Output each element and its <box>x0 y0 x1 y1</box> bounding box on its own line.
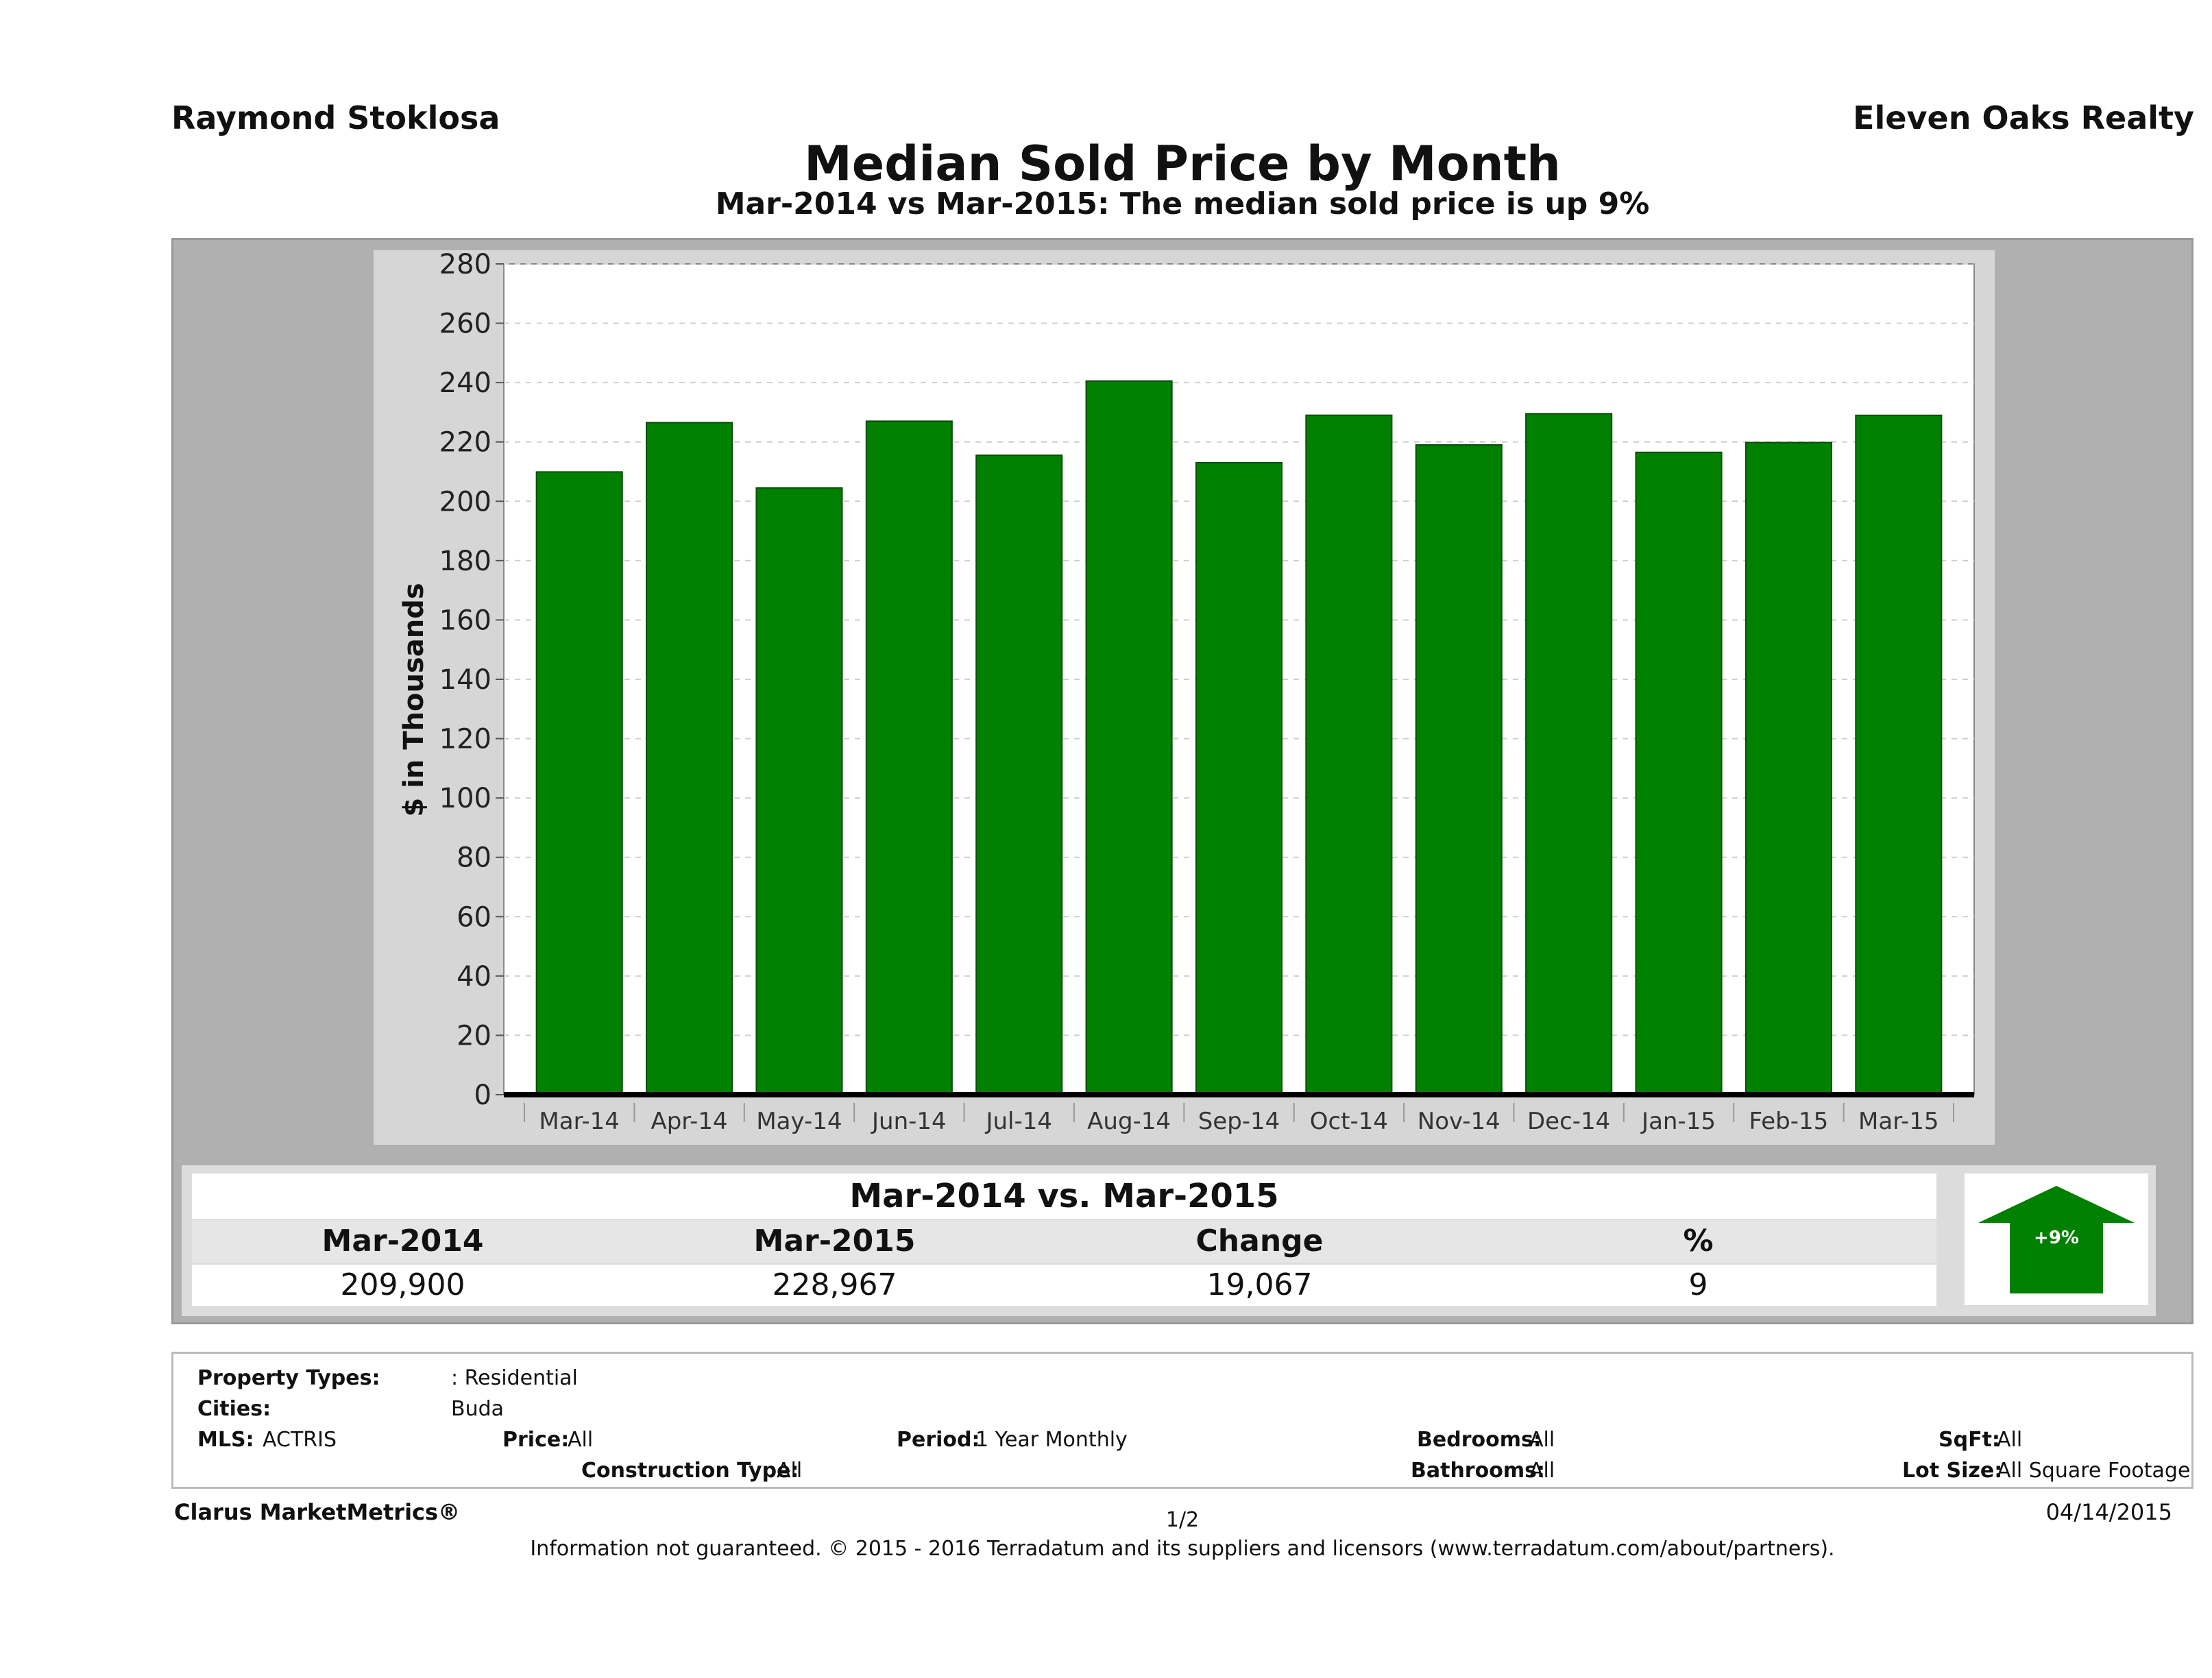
x-tick-label: Jul-14 <box>984 1108 1052 1135</box>
page-number: 1/2 <box>1165 1508 1200 1532</box>
x-tick-label: Sep-14 <box>1198 1108 1280 1135</box>
bar-may-14 <box>755 487 843 1095</box>
summary-column-headers: Mar-2014 Mar-2015 Change % <box>192 1220 1936 1263</box>
y-tick-label: 260 <box>439 308 491 340</box>
construction-type-label: Construction Type: <box>581 1459 799 1483</box>
y-tick-label: 280 <box>439 250 491 280</box>
y-tick-label: 60 <box>457 901 491 933</box>
price-label: Price: <box>502 1428 570 1452</box>
y-tick-label: 20 <box>457 1020 491 1051</box>
lot-size-label: Lot Size: <box>1902 1459 2003 1483</box>
y-tick-label: 80 <box>457 842 491 874</box>
x-tick-label: Nov-14 <box>1418 1108 1500 1135</box>
mls-label: MLS: <box>197 1428 254 1452</box>
page-subtitle: Mar-2014 vs Mar-2015: The median sold pr… <box>715 186 1650 221</box>
x-tick-label: Dec-14 <box>1527 1108 1610 1135</box>
bar-aug-14 <box>1085 380 1173 1096</box>
disclaimer: Information not guaranteed. © 2015 - 201… <box>530 1537 1835 1561</box>
footer-brand: Clarus MarketMetrics® <box>174 1499 461 1525</box>
bathrooms-label: Bathrooms: <box>1411 1459 1545 1483</box>
bar-dec-14 <box>1525 413 1613 1096</box>
y-tick-label: 240 <box>439 367 491 399</box>
up-arrow-icon <box>1978 1186 2135 1293</box>
bar-jan-15 <box>1635 451 1723 1096</box>
y-tick-label: 120 <box>439 724 491 755</box>
y-tick-label: 0 <box>474 1080 491 1111</box>
y-tick-label: 160 <box>439 605 491 636</box>
bar-mar-14 <box>535 471 623 1095</box>
price-value: All <box>568 1428 594 1452</box>
bar-jun-14 <box>865 420 953 1095</box>
x-tick-label: Mar-14 <box>539 1108 620 1135</box>
sqft-value: All <box>1997 1428 2023 1452</box>
brokerage-name: Eleven Oaks Realty <box>1853 99 2194 136</box>
bar-mar-15 <box>1855 414 1943 1096</box>
change-indicator-label: +9% <box>2034 1228 2079 1248</box>
lot-size-value: All Square Footage <box>1997 1459 2191 1483</box>
x-tick-label: Apr-14 <box>651 1108 727 1135</box>
x-tick-label: May-14 <box>756 1108 842 1135</box>
summary-col-change: Change <box>1195 1224 1324 1258</box>
filter-criteria: Property Types: : Residential Cities: Bu… <box>171 1352 2193 1489</box>
y-tick-label: 40 <box>457 961 491 993</box>
summary-header: Mar-2014 vs. Mar-2015 <box>192 1174 1936 1219</box>
bedrooms-value: All <box>1529 1428 1555 1452</box>
sqft-label: SqFt: <box>1938 1428 2000 1452</box>
bar-apr-14 <box>646 422 733 1096</box>
x-tick-label: Jan-15 <box>1640 1108 1716 1135</box>
summary-values: 209,900 228,967 19,067 9 <box>192 1265 1936 1306</box>
x-tick-label: Aug-14 <box>1087 1108 1171 1135</box>
report-date: 04/14/2015 <box>2045 1499 2172 1525</box>
bedrooms-label: Bedrooms: <box>1417 1428 1542 1452</box>
construction-type-value: All <box>777 1459 803 1483</box>
property-types-label: Property Types: <box>197 1366 380 1390</box>
summary-col-end: Mar-2015 <box>753 1224 916 1258</box>
y-tick-label: 100 <box>439 783 491 814</box>
bathrooms-value: All <box>1529 1459 1555 1483</box>
y-axis-label: $ in Thousands <box>398 583 430 816</box>
agent-name: Raymond Stoklosa <box>171 99 500 136</box>
x-tick-label: Feb-15 <box>1749 1108 1829 1135</box>
mls-value: ACTRIS <box>263 1428 337 1452</box>
summary-col-start: Mar-2014 <box>321 1224 484 1258</box>
period-label: Period: <box>897 1428 980 1452</box>
x-tick-label: Mar-15 <box>1858 1108 1939 1135</box>
bar-oct-14 <box>1305 414 1393 1095</box>
x-tick-label: Oct-14 <box>1310 1108 1388 1135</box>
y-tick-label: 220 <box>439 427 491 459</box>
y-tick-label: 200 <box>439 486 491 518</box>
bar-nov-14 <box>1415 444 1503 1095</box>
cities-label: Cities: <box>197 1397 271 1421</box>
y-tick-label: 140 <box>439 664 491 696</box>
page-title: Median Sold Price by Month <box>804 136 1561 192</box>
bar-jul-14 <box>975 454 1063 1095</box>
property-types-value: : Residential <box>451 1366 578 1390</box>
median-price-bar-chart: 0 20 40 60 80 100 120 140 160 180 200 220 240 260 280 M… <box>398 250 1975 1135</box>
x-tick-label: Jun-14 <box>871 1108 947 1135</box>
summary-value-change: 19,067 <box>1206 1267 1313 1302</box>
bar-sep-14 <box>1195 462 1283 1095</box>
summary-value-percent: 9 <box>1688 1267 1708 1302</box>
change-indicator: +9% <box>1965 1174 2148 1305</box>
summary-value-start: 209,900 <box>340 1267 465 1302</box>
cities-value: Buda <box>451 1397 505 1421</box>
summary-value-end: 228,967 <box>772 1267 897 1302</box>
bar-feb-15 <box>1745 441 1832 1095</box>
y-tick-label: 180 <box>439 546 491 577</box>
period-value: 1 Year Monthly <box>975 1428 1128 1452</box>
summary-col-percent: % <box>1683 1224 1714 1258</box>
